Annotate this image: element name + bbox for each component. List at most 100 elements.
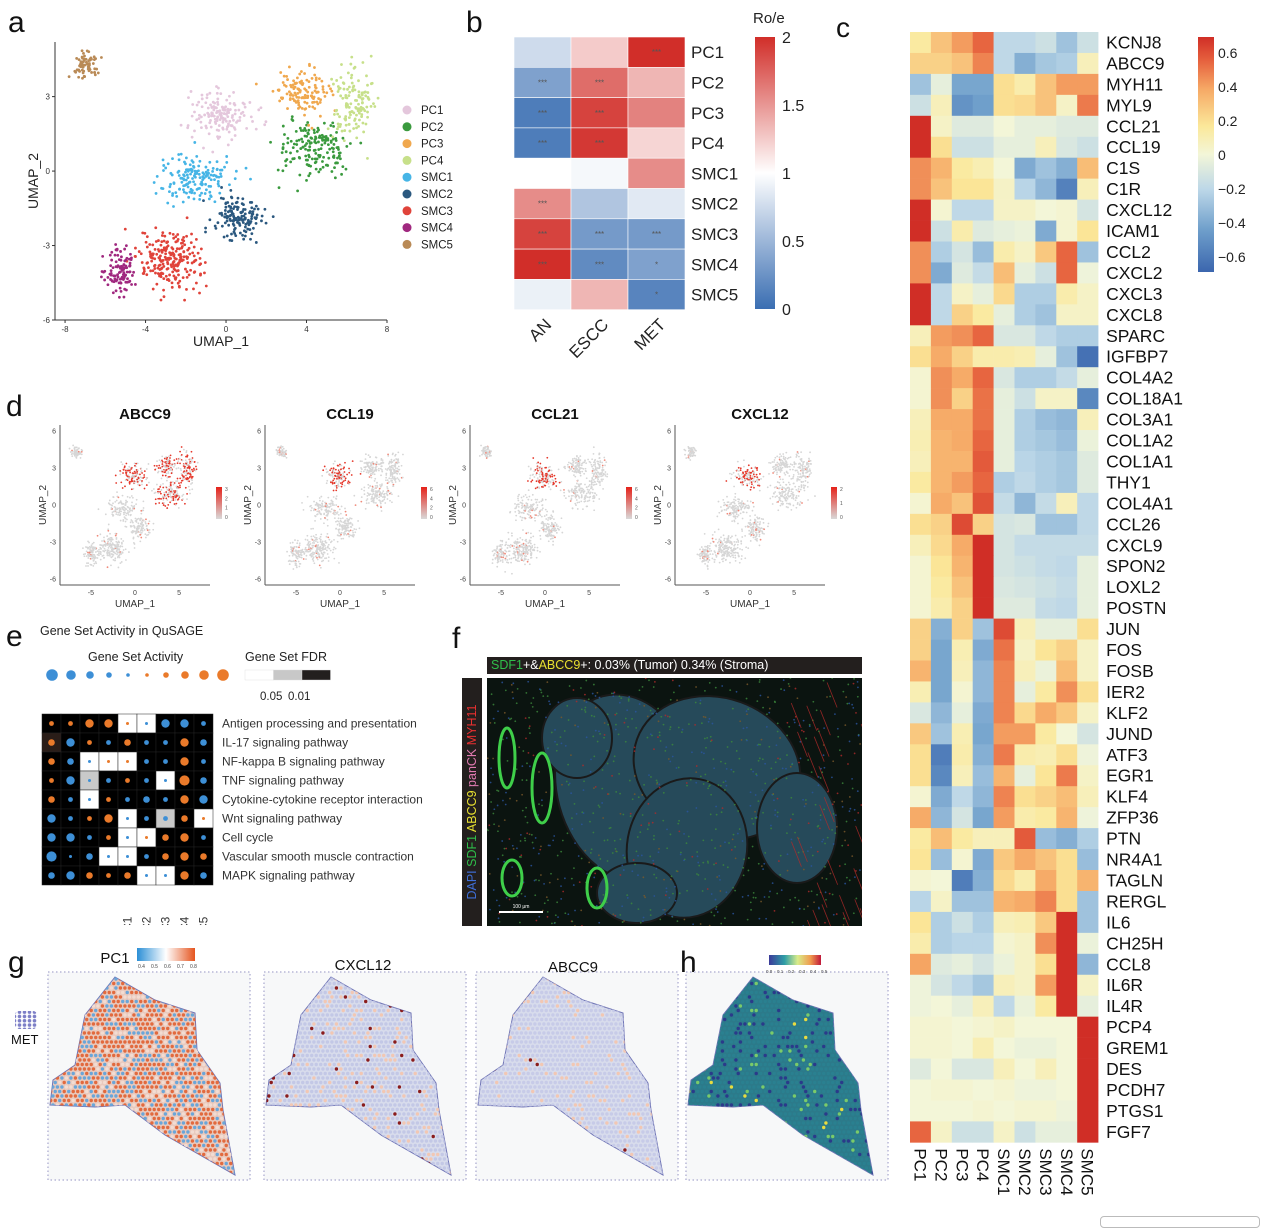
cell-point <box>78 451 80 453</box>
cell-point <box>593 464 595 466</box>
heatmap-cell <box>1077 325 1098 346</box>
point-pc1 <box>216 97 219 100</box>
point-smc5 <box>77 76 80 79</box>
cell-point <box>97 550 99 552</box>
cell-point <box>86 550 88 552</box>
heatmap-cell <box>931 304 952 325</box>
point-smc1 <box>191 177 194 180</box>
heatmap-cell <box>1035 304 1056 325</box>
cell-point <box>391 474 393 476</box>
point-pc4 <box>341 97 344 100</box>
cell-point <box>124 518 126 520</box>
point-smc5 <box>93 55 96 58</box>
cell-point <box>282 453 284 455</box>
legend-label-pc3: PC3 <box>421 139 443 151</box>
cell-point <box>118 550 120 552</box>
heatmap-cell <box>931 849 952 870</box>
point-smc1 <box>199 176 202 179</box>
point-smc3 <box>180 257 183 260</box>
cell-point <box>318 553 320 555</box>
cell-point <box>585 500 587 502</box>
heatmap-cell <box>994 242 1015 263</box>
cell-point <box>539 476 541 478</box>
cell-point <box>111 507 113 509</box>
heatmap-cell <box>910 137 931 158</box>
heatmap-cell <box>973 493 994 514</box>
cell-point <box>594 484 596 486</box>
heatmap-cell <box>973 1017 994 1038</box>
cell-point <box>576 499 578 501</box>
point-smc2 <box>255 205 258 208</box>
point-pc2 <box>308 149 311 152</box>
cell-point <box>573 460 575 462</box>
heatmap-cell <box>1015 828 1036 849</box>
cell-point <box>531 557 533 559</box>
point-smc3 <box>141 231 144 234</box>
heatmap-cell <box>514 37 571 67</box>
point-pc1 <box>206 96 209 99</box>
cell-point <box>542 527 544 529</box>
point-pc1 <box>208 92 211 95</box>
heatmap-cell <box>931 262 952 283</box>
point-smc1 <box>213 200 216 203</box>
cell-point <box>313 535 315 537</box>
heatmap-cell <box>628 189 685 219</box>
heatmap-cell <box>910 179 931 200</box>
heatmap-cell <box>1056 32 1077 53</box>
cell-point <box>530 504 532 506</box>
heatmap-cell <box>952 828 973 849</box>
cell-point <box>377 486 379 488</box>
cell-point <box>535 514 537 516</box>
cell-point <box>325 468 327 470</box>
point-smc3 <box>181 245 184 248</box>
column-label: PC1 <box>910 1148 929 1181</box>
cell-point <box>127 512 129 514</box>
heatmap-cell <box>931 786 952 807</box>
point-pc4 <box>344 115 347 118</box>
point-smc1 <box>191 169 194 172</box>
point-smc2 <box>224 209 227 212</box>
x-tick-label: 0 <box>338 590 342 597</box>
point-pc4 <box>345 124 348 127</box>
significance-label: *** <box>538 260 547 269</box>
point-smc2 <box>220 186 223 189</box>
cell-point <box>380 503 382 505</box>
cell-point <box>338 562 340 564</box>
point-smc1 <box>195 155 198 158</box>
point-pc4 <box>365 106 368 109</box>
point-pc1 <box>226 115 229 118</box>
x-tick-label: -8 <box>61 325 69 334</box>
cell-point <box>315 534 317 536</box>
cell-point <box>560 526 562 528</box>
y-tick-label: 3 <box>257 466 261 473</box>
point-pc1 <box>210 114 213 117</box>
point-smc2 <box>236 201 239 204</box>
heatmap-cell <box>952 472 973 493</box>
point-smc4 <box>117 276 120 279</box>
heatmap-cell <box>952 200 973 221</box>
cell-point <box>295 560 297 562</box>
point-pc1 <box>201 105 204 108</box>
cell-point <box>378 468 380 470</box>
point-smc1 <box>180 153 183 156</box>
cell-point <box>598 472 600 474</box>
cell-point <box>175 495 177 497</box>
point-smc3 <box>186 216 189 219</box>
point-smc1 <box>199 194 202 197</box>
cell-point <box>194 461 196 463</box>
cell-point <box>384 493 386 495</box>
point-pc3 <box>311 101 314 104</box>
cell-point <box>82 547 84 549</box>
cell-point <box>279 454 281 456</box>
point-smc3 <box>141 261 144 264</box>
cell-point <box>536 480 538 482</box>
cell-point <box>127 468 129 470</box>
cell-point <box>368 462 370 464</box>
heatmap-cell <box>994 95 1015 116</box>
y-tick-label: 0 <box>462 503 466 510</box>
cell-point <box>373 463 375 465</box>
cell-point <box>574 466 576 468</box>
cell-point <box>298 555 300 557</box>
cell-point <box>332 483 334 485</box>
heatmap-cell <box>931 1017 952 1038</box>
